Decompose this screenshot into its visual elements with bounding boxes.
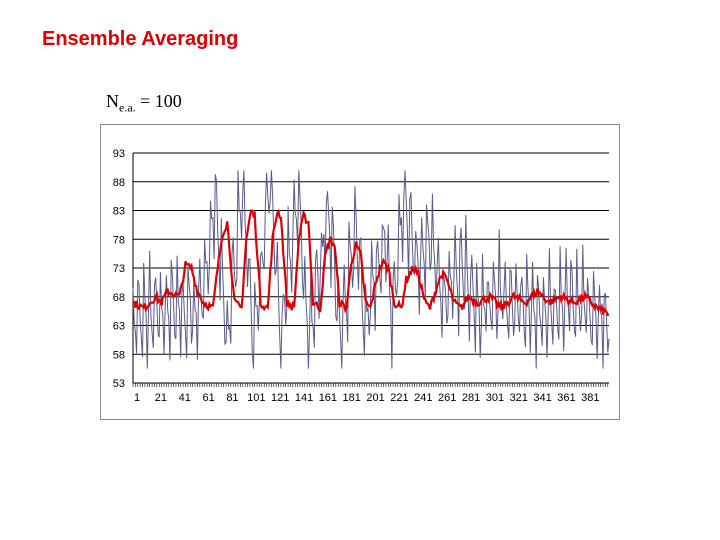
x-tick-label: 201 xyxy=(366,392,384,404)
x-tick-label: 341 xyxy=(533,392,551,404)
x-tick-label: 381 xyxy=(581,392,599,404)
raw-series-line xyxy=(132,170,610,369)
x-tick-label: 81 xyxy=(226,392,238,404)
x-tick-label: 41 xyxy=(179,392,191,404)
y-tick-label: 78 xyxy=(113,234,125,246)
x-tick-label: 181 xyxy=(343,392,361,404)
x-tick-label: 361 xyxy=(557,392,575,404)
y-tick-label: 63 xyxy=(113,321,125,333)
y-tick-label: 93 xyxy=(113,148,125,160)
y-tick-label: 58 xyxy=(113,349,125,361)
x-tick-label: 21 xyxy=(155,392,167,404)
x-tick-label: 61 xyxy=(202,392,214,404)
ensemble-average-line xyxy=(132,208,610,317)
x-tick-label: 261 xyxy=(438,392,456,404)
x-tick-label: 281 xyxy=(462,392,480,404)
y-tick-label: 73 xyxy=(113,263,125,275)
x-tick-label: 221 xyxy=(390,392,408,404)
x-tick-label: 101 xyxy=(247,392,265,404)
subtitle-main: N xyxy=(106,91,119,111)
y-tick-label: 53 xyxy=(113,378,125,390)
y-tick-label: 68 xyxy=(113,292,125,304)
subtitle-subscript: e.a. xyxy=(119,100,136,115)
x-tick-label: 141 xyxy=(295,392,313,404)
x-tick-label: 301 xyxy=(486,392,504,404)
y-tick-label: 88 xyxy=(113,177,125,189)
subtitle-tail: = 100 xyxy=(135,91,182,111)
chart-subtitle: Ne.a. = 100 xyxy=(106,91,182,116)
x-tick-label: 241 xyxy=(414,392,432,404)
chart-frame: 93 88 83 78 73 68 63 58 53 1 21 41 61 81 101 121 141 161 1… xyxy=(100,124,620,420)
x-tick-label: 121 xyxy=(271,392,289,404)
x-tick-label: 1 xyxy=(134,392,140,404)
x-tick-label: 321 xyxy=(510,392,528,404)
slide-title: Ensemble Averaging xyxy=(42,28,239,50)
y-tick-label: 83 xyxy=(113,206,125,218)
x-tick-label: 161 xyxy=(319,392,337,404)
